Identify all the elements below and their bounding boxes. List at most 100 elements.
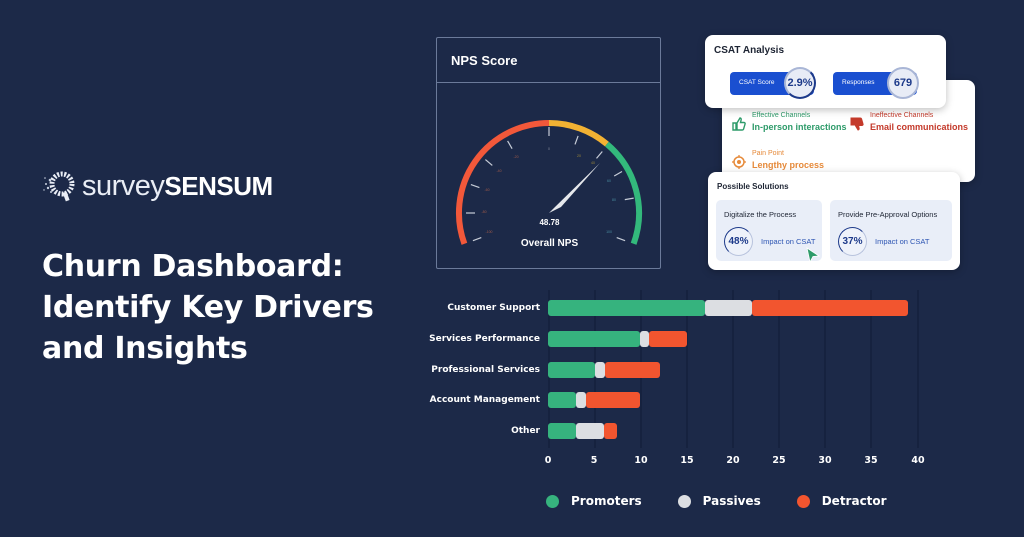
- svg-text:-100: -100: [485, 230, 492, 234]
- svg-text:40: 40: [591, 161, 595, 165]
- ineffective-channels-value: Email communications: [870, 122, 969, 132]
- responses-pill: Responses 679: [833, 67, 919, 99]
- pain-point-value: Lengthy process: [752, 160, 825, 170]
- gauge-tick-labels: -100 -80 -60 -40 -20 0 20 40 60 80 100: [481, 147, 616, 234]
- solutions-title: Possible Solutions: [717, 182, 789, 191]
- target-icon: [732, 155, 746, 169]
- grid-line: [686, 290, 688, 448]
- solution-impact-label: Impact on CSAT: [875, 237, 930, 246]
- csat-score-value: 2.9%: [784, 67, 816, 99]
- legend-label: Detractor: [821, 494, 887, 508]
- x-tick-label: 5: [590, 455, 598, 466]
- x-tick-label: 30: [818, 455, 832, 466]
- bar-passives[interactable]: [640, 331, 649, 347]
- csat-analysis-card: CSAT Analysis CSAT Score 2.9% Responses …: [705, 35, 946, 108]
- gauge-arc-red: [455, 120, 550, 245]
- grid-line: [732, 290, 734, 448]
- bar-row-account-management[interactable]: Account Management: [420, 392, 980, 408]
- bar-label: Account Management: [429, 395, 540, 405]
- headline-line-1: Churn Dashboard:: [42, 249, 344, 284]
- surveysensum-logo: surveySENSUM: [42, 168, 273, 204]
- page-headline: Churn Dashboard: Identify Key Drivers an…: [42, 246, 412, 369]
- csat-score-label: CSAT Score: [739, 79, 775, 86]
- solution-impact-percent: 48%: [724, 227, 753, 256]
- solution-item[interactable]: Provide Pre-Approval Options 37% Impact …: [830, 200, 952, 261]
- svg-text:-60: -60: [484, 188, 489, 192]
- bar-detractor[interactable]: [649, 331, 687, 347]
- bar-passives[interactable]: [595, 362, 605, 378]
- pain-point-label: Pain Point: [752, 150, 784, 157]
- legend-item-promoters[interactable]: Promoters: [546, 494, 642, 508]
- nps-gauge: -100 -80 -60 -40 -20 0 20 40 60 80 100: [455, 120, 643, 245]
- x-tick-label: 15: [680, 455, 694, 466]
- bar-row-professional-services[interactable]: Professional Services: [420, 362, 980, 378]
- bar-promoters[interactable]: [548, 362, 595, 378]
- promoters-dot-icon: [546, 494, 559, 508]
- headline-line-3: and Insights: [42, 331, 248, 366]
- detractor-dot-icon: [796, 494, 810, 508]
- grid-line: [870, 290, 872, 448]
- magnifier-q-logo-icon: [43, 171, 75, 202]
- bar-row-customer-support[interactable]: Customer Support: [420, 300, 980, 316]
- effective-channels-value: In-person interactions: [752, 122, 847, 132]
- chart-legend: Promoters Passives Detractor: [546, 494, 923, 508]
- churn-drivers-bar-chart: Customer Support Services Performance Pr…: [420, 290, 980, 470]
- bar-label: Other: [511, 426, 540, 436]
- svg-text:-40: -40: [496, 169, 501, 173]
- solution-impact-label: Impact on CSAT: [761, 237, 816, 246]
- bar-promoters[interactable]: [548, 300, 705, 316]
- solution-name: Digitalize the Process: [724, 210, 797, 219]
- passives-dot-icon: [677, 494, 691, 508]
- legend-item-passives[interactable]: Passives: [677, 494, 761, 508]
- bar-detractor[interactable]: [752, 300, 908, 316]
- bar-row-other[interactable]: Other: [420, 423, 980, 439]
- pain-point: Pain Point Lengthy process: [732, 149, 824, 172]
- nps-card-header: NPS Score: [437, 38, 660, 83]
- bar-row-services-performance[interactable]: Services Performance: [420, 331, 980, 347]
- bar-detractor[interactable]: [604, 423, 617, 439]
- svg-text:60: 60: [607, 179, 611, 183]
- bar-detractor[interactable]: [605, 362, 660, 378]
- svg-text:-80: -80: [481, 210, 486, 214]
- svg-text:80: 80: [612, 198, 616, 202]
- svg-text:-20: -20: [513, 155, 518, 159]
- effective-channels: Effective Channels In-person interaction…: [732, 111, 847, 134]
- bar-passives[interactable]: [576, 423, 604, 439]
- nps-value: 48.78: [539, 218, 560, 227]
- possible-solutions-card: Possible Solutions Digitalize the Proces…: [708, 172, 960, 270]
- bar-detractor[interactable]: [586, 392, 640, 408]
- x-tick-label: 25: [772, 455, 786, 466]
- grid-line: [917, 290, 919, 448]
- svg-text:100: 100: [606, 230, 612, 234]
- x-tick-label: 0: [544, 455, 552, 466]
- solution-item[interactable]: Digitalize the Process 48% Impact on CSA…: [716, 200, 822, 261]
- legend-item-detractor[interactable]: Detractor: [796, 494, 887, 508]
- x-tick-label: 35: [864, 455, 878, 466]
- bar-passives[interactable]: [705, 300, 752, 316]
- solution-name: Provide Pre-Approval Options: [838, 210, 938, 219]
- gauge-needle: [549, 163, 600, 213]
- bar-passives[interactable]: [576, 392, 586, 408]
- logo-text-survey: survey: [82, 170, 165, 202]
- bar-promoters[interactable]: [548, 423, 576, 439]
- legend-label: Passives: [702, 494, 761, 508]
- thumbs-up-icon: [732, 117, 746, 131]
- responses-value: 679: [887, 67, 919, 99]
- x-tick-label: 10: [634, 455, 648, 466]
- x-tick-label: 20: [726, 455, 740, 466]
- gauge-ticks: [466, 127, 634, 242]
- svg-text:20: 20: [577, 154, 581, 158]
- headline-line-2: Identify Key Drivers: [42, 290, 374, 325]
- grid-line: [824, 290, 826, 448]
- bar-promoters[interactable]: [548, 392, 576, 408]
- x-tick-label: 40: [911, 455, 925, 466]
- grid-line: [778, 290, 780, 448]
- bar-promoters[interactable]: [548, 331, 640, 347]
- solution-impact-percent: 37%: [838, 227, 867, 256]
- mouse-cursor-icon: [806, 247, 820, 263]
- nps-overall-label: Overall NPS: [520, 238, 579, 249]
- thumbs-down-icon: [850, 117, 864, 131]
- bar-label: Customer Support: [447, 303, 540, 313]
- responses-label: Responses: [842, 79, 875, 86]
- ineffective-channels-label: Ineffective Channels: [870, 112, 934, 119]
